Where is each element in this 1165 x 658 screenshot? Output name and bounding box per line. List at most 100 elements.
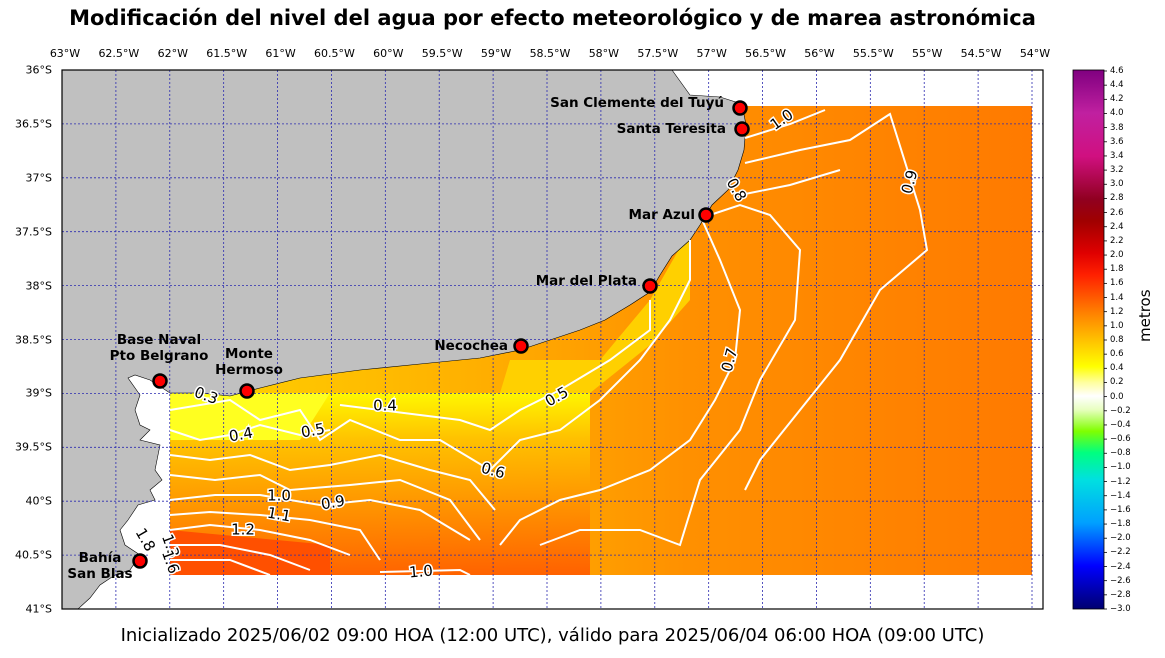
validity-footer: Inicializado 2025/06/02 09:00 HOA (12:00…: [120, 625, 985, 646]
longitude-label: 54.5°W: [960, 47, 1002, 60]
colorbar-tick-label: −3.0: [1110, 604, 1131, 614]
colorbar-title: metros: [1136, 289, 1154, 342]
latitude-label: 41°S: [25, 602, 52, 616]
colorbar-tick-label: −1.0: [1110, 462, 1131, 473]
longitude-label: 59°W: [480, 47, 512, 60]
colorbar-tick-label: 1.4: [1110, 292, 1124, 303]
coordinate-grid: [62, 70, 1043, 609]
longitude-label: 60°W: [373, 47, 404, 60]
latitude-label: 36°S: [25, 63, 52, 77]
colorbar-tick-label: 2.2: [1110, 235, 1124, 246]
marker-mar-azul[interactable]: [698, 207, 714, 223]
marker-mar-del-plata[interactable]: [642, 278, 658, 294]
colorbar-tick-label: 3.6: [1110, 136, 1124, 147]
colorbar-tick-label: 2.8: [1110, 193, 1124, 204]
colorbar-tick-label: −1.4: [1110, 490, 1131, 501]
longitude-label: 56°W: [804, 47, 835, 60]
longitude-label: 61°W: [265, 47, 296, 60]
longitude-label: 55°W: [912, 47, 943, 60]
marker-bahia-san-blas[interactable]: [132, 553, 148, 569]
colorbar-tick-label: 1.0: [1110, 320, 1124, 331]
colorbar-tick-label: 4.4: [1110, 80, 1124, 91]
latitude-label: 36.5°S: [15, 117, 52, 131]
longitude-label: 56.5°W: [745, 47, 786, 60]
latitude-label: 40.5°S: [15, 548, 52, 562]
colorbar-tick-label: −2.2: [1110, 547, 1131, 558]
colorbar-tick-label: −0.4: [1110, 419, 1131, 430]
label-base-naval-line2: Pto Belgrano: [109, 348, 209, 364]
colorbar-tick-label: 3.4: [1110, 150, 1124, 161]
contour-label: 1.0: [408, 561, 433, 581]
colorbar-tick-label: −0.8: [1110, 448, 1131, 459]
colorbar-tick-label: 0.8: [1110, 335, 1124, 345]
colorbar-tick-label: −1.8: [1110, 519, 1131, 530]
colorbar-tick-label: 1.2: [1110, 306, 1124, 317]
colorbar-tick-label: −0.6: [1110, 434, 1131, 445]
label-base-naval: Base Naval Pto Belgrano: [110, 332, 209, 364]
label-monte-hermoso: Monte Hermoso: [215, 346, 283, 378]
contour-label: 0.4: [373, 397, 397, 415]
colorbar-tick-label: 0.4: [1110, 363, 1124, 374]
colorbar-tick-label: 0.0: [1110, 391, 1124, 402]
longitude-label: 58.5°W: [529, 47, 571, 60]
colorbar-tick-label: 4.2: [1110, 94, 1124, 105]
latitude-label: 37°S: [25, 171, 52, 185]
latitude-label: 39°S: [25, 386, 52, 400]
latitude-label: 38.5°S: [15, 333, 52, 346]
colorbar-tick-label: 3.8: [1110, 122, 1124, 133]
colorbar-tick-label: 2.0: [1110, 250, 1124, 261]
marker-san-clemente[interactable]: [732, 100, 748, 116]
colorbar: [1072, 69, 1105, 610]
label-san-clemente: San Clemente del Tuyú: [550, 95, 724, 111]
colorbar-tick-label: −2.0: [1110, 533, 1131, 544]
label-bahia-san-blas-line1: Bahía: [78, 550, 122, 566]
longitude-label: 63°W: [49, 47, 81, 60]
colorbar-tick-label: 3.2: [1110, 165, 1124, 176]
map-title: Modificación del nivel del agua por efec…: [69, 6, 1036, 30]
colorbar-tick-label: 2.6: [1110, 207, 1124, 218]
marker-santa-teresita[interactable]: [734, 121, 750, 137]
colorbar-tick-label: −1.6: [1110, 504, 1131, 515]
marker-necochea[interactable]: [513, 338, 529, 354]
marker-monte-hermoso[interactable]: [239, 383, 255, 399]
longitude-label: 58°W: [588, 47, 620, 60]
colorbar-tick-label: −0.2: [1110, 405, 1131, 416]
label-bahia-san-blas-line2: San Blas: [67, 566, 133, 582]
colorbar-tick-label: −1.2: [1110, 476, 1131, 487]
contour-lines: [144, 109, 929, 576]
colorbar-tick-label: 1.8: [1110, 264, 1124, 275]
latitude-label: 39.5°S: [15, 440, 52, 454]
longitude-label: 60.5°W: [314, 47, 355, 60]
colorbar-tick-label: 1.6: [1110, 278, 1124, 289]
label-base-naval-line1: Base Naval: [116, 332, 202, 348]
label-necochea: Necochea: [434, 338, 508, 354]
label-monte-hermoso-line1: Monte: [225, 346, 273, 362]
longitude-label: 57.5°W: [637, 47, 679, 60]
colorbar-tick-label: 2.4: [1110, 221, 1124, 232]
latitude-label: 38°S: [25, 279, 52, 293]
colorbar-tick-label: −2.6: [1110, 575, 1131, 586]
longitude-label: 59.5°W: [421, 47, 463, 60]
label-bahia-san-blas: Bahía San Blas: [67, 550, 132, 582]
colorbar-tick-label: −2.8: [1110, 589, 1131, 600]
longitude-label: 62°W: [157, 47, 188, 60]
colorbar-tick-label: 4.0: [1110, 108, 1124, 119]
colorbar-tick-label: −2.4: [1110, 561, 1131, 572]
land-mass: [61, 69, 747, 610]
label-santa-teresita: Santa Teresita: [616, 121, 726, 137]
contour-label: 1.0: [267, 487, 291, 505]
longitude-label: 62.5°W: [98, 47, 140, 60]
label-monte-hermoso-line2: Hermoso: [215, 362, 283, 378]
label-mar-del-plata: Mar del Plata: [535, 273, 637, 289]
colorbar-tick-label: 3.0: [1110, 179, 1124, 190]
marker-base-naval[interactable]: [152, 373, 168, 389]
contour-label: 1.2: [231, 521, 255, 539]
longitude-label: 57°W: [696, 47, 727, 60]
label-mar-azul: Mar Azul: [628, 207, 695, 223]
colorbar-tick-label: 0.2: [1110, 377, 1124, 388]
contour-label: 0.9: [320, 492, 347, 514]
colorbar-tick-label: 4.6: [1110, 66, 1124, 76]
longitude-label: 54°W: [1019, 47, 1051, 60]
plot-frame: [61, 69, 1044, 610]
